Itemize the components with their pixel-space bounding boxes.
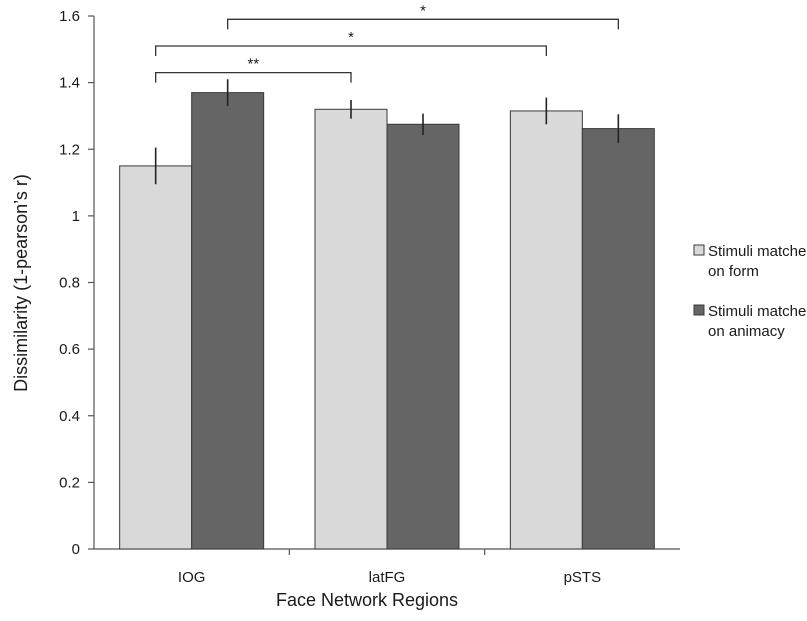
significance-label: * bbox=[420, 2, 426, 19]
y-tick-label: 0.6 bbox=[59, 341, 80, 358]
x-axis: IOG latFG pSTS bbox=[94, 548, 680, 586]
y-tick-label: 1 bbox=[72, 208, 80, 225]
significance-bracket bbox=[155, 71, 352, 83]
legend-label-series-1: Stimuli matched bbox=[708, 243, 807, 260]
significance-label: ** bbox=[247, 56, 259, 73]
bars bbox=[119, 92, 655, 550]
significance-bracket bbox=[155, 45, 547, 56]
legend: Stimuli matched on form Stimuli matched on … bbox=[693, 243, 807, 340]
bar-psts-series-1 bbox=[509, 110, 583, 550]
bar-latfg-series-2 bbox=[386, 123, 460, 550]
y-tick-label: 1.6 bbox=[59, 8, 80, 25]
x-axis-title: Face Network Regions bbox=[276, 590, 458, 610]
legend-swatch-series-1 bbox=[693, 244, 705, 256]
x-tick-label: pSTS bbox=[564, 569, 602, 586]
significance-label: * bbox=[348, 29, 354, 46]
bar-iog-series-1 bbox=[119, 165, 193, 550]
error-bars bbox=[154, 79, 620, 185]
bar-psts-series-2 bbox=[581, 128, 655, 550]
y-axis: 0 0.2 0.4 0.6 0.8 1 1.2 1.4 1.6 bbox=[59, 8, 95, 558]
y-tick-label: 0.4 bbox=[59, 408, 80, 425]
legend-label-series-1: on form bbox=[708, 263, 759, 280]
significance-bracket bbox=[227, 18, 619, 30]
legend-label-series-2: on animacy bbox=[708, 323, 785, 340]
y-tick-label: 1.2 bbox=[59, 141, 80, 158]
y-tick-label: 0 bbox=[72, 541, 80, 558]
legend-label-series-2: Stimuli matched bbox=[708, 303, 807, 320]
x-tick-label: IOG bbox=[178, 569, 206, 586]
y-tick-label: 0.8 bbox=[59, 275, 80, 292]
y-tick-label: 1.4 bbox=[59, 75, 80, 92]
legend-swatch-series-2 bbox=[693, 304, 705, 316]
significance-brackets: **** bbox=[155, 2, 619, 83]
y-axis-title: Dissimilarity (1-pearson’s r) bbox=[11, 174, 31, 392]
y-tick-label: 0.2 bbox=[59, 474, 80, 491]
bar-latfg-series-1 bbox=[314, 108, 388, 550]
x-tick-label: latFG bbox=[369, 569, 406, 586]
bar-iog-series-2 bbox=[191, 92, 265, 550]
